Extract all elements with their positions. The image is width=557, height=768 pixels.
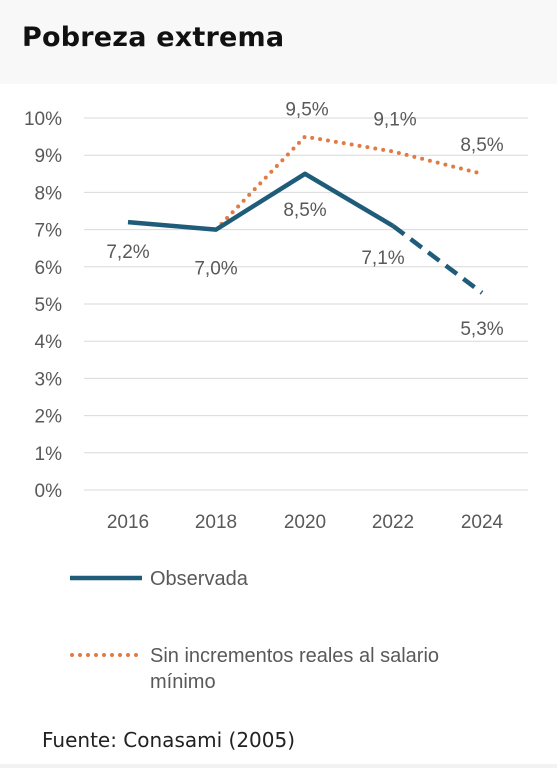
data-label-sin-incrementos: 9,5% (285, 100, 328, 121)
y-tick-label: 5% (35, 295, 63, 316)
x-tick-label: 2024 (461, 512, 504, 533)
data-label-sin-incrementos: 9,1% (373, 109, 416, 130)
data-label-observada: 5,3% (460, 319, 503, 340)
legend-label-sin-incrementos-line2: mínimo (150, 671, 216, 693)
series-line-sin-incrementos (214, 134, 484, 232)
x-tick-label: 2018 (195, 512, 237, 533)
data-label-observada: 7,1% (361, 248, 404, 269)
source-note: Fuente: Conasami (2005) (42, 728, 296, 752)
chart-title: Pobreza extrema (22, 22, 285, 53)
data-label-observada: 8,5% (283, 200, 326, 221)
y-tick-label: 9% (35, 146, 63, 167)
y-tick-label: 2% (35, 407, 63, 428)
x-tick-label: 2022 (372, 512, 414, 533)
chart: 0% 1% 2% 3% 4% 5% 6% 7% 8% 9% 10% 2016 2018 2020 2022 2… (0, 84, 557, 724)
y-tick-label: 7% (35, 221, 63, 242)
y-tick-label: 6% (35, 258, 63, 279)
y-tick-label: 0% (35, 481, 63, 502)
header: Pobreza extrema (0, 0, 557, 84)
legend-label-sin-incrementos-line1: Sin incrementos reales al salario (150, 645, 439, 667)
x-tick-label: 2020 (284, 512, 326, 533)
series-line-observada-solid (127, 171, 395, 232)
data-label-observada: 7,2% (106, 242, 149, 263)
series-line-observada-dashed (391, 224, 484, 295)
y-tick-label: 4% (35, 332, 63, 353)
y-tick-label: 3% (35, 369, 63, 390)
y-tick-label: 8% (35, 183, 63, 204)
bottom-strip (0, 764, 557, 768)
x-tick-label: 2016 (107, 512, 149, 533)
data-label-observada: 7,0% (194, 259, 237, 280)
chart-svg: 0% 1% 2% 3% 4% 5% 6% 7% 8% 9% 10% 2016 2018 2020 2022 2… (24, 100, 528, 693)
y-tick-label: 10% (24, 109, 62, 130)
data-label-sin-incrementos: 8,5% (460, 135, 503, 156)
y-tick-label: 1% (35, 444, 63, 465)
legend-label-observada: Observada (150, 568, 249, 590)
